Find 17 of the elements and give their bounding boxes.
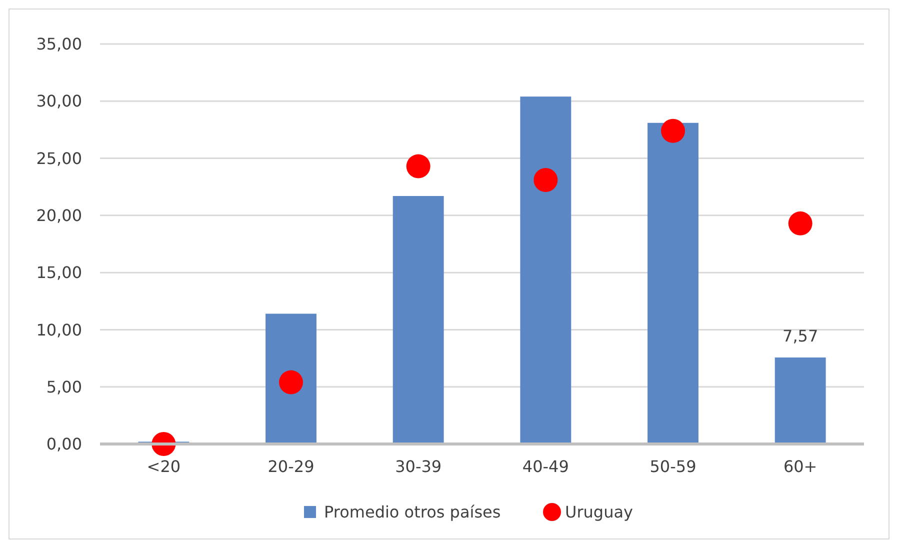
y-tick-label: 5,00: [46, 377, 82, 396]
x-tick-label: 30-39: [395, 457, 442, 476]
x-tick-label: 40-49: [522, 457, 569, 476]
y-tick-label: 10,00: [36, 320, 82, 340]
y-tick-label: 20,00: [36, 206, 82, 226]
y-tick-label: 30,00: [36, 92, 82, 111]
y-tick-label: 0,00: [46, 434, 82, 454]
y-tick-label: 25,00: [36, 148, 82, 168]
x-tick-label: 60+: [783, 457, 818, 476]
x-tick-label: <20: [146, 457, 181, 476]
y-tick-label: 35,00: [36, 34, 82, 54]
legend-label: Promedio otros países: [324, 502, 501, 522]
legend-label: Uruguay: [565, 502, 633, 522]
x-tick-label: 50-59: [650, 457, 696, 476]
x-tick-label: 20-29: [268, 457, 314, 476]
y-tick-label: 15,00: [36, 263, 82, 282]
data-label: 7,57: [782, 326, 818, 346]
